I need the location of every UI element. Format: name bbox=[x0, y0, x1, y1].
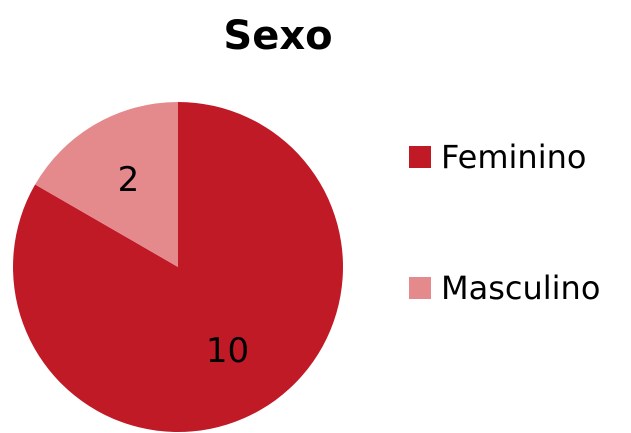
data-label: 2 bbox=[118, 160, 140, 200]
legend-label: Feminino bbox=[441, 138, 586, 176]
chart-title: Sexo bbox=[223, 13, 332, 59]
legend-swatch bbox=[409, 277, 431, 299]
data-label: 10 bbox=[206, 331, 249, 371]
pie-slice bbox=[12, 102, 343, 432]
pie-slice bbox=[35, 102, 179, 267]
legend-label: Masculino bbox=[441, 269, 600, 307]
legend-swatch bbox=[409, 146, 431, 168]
